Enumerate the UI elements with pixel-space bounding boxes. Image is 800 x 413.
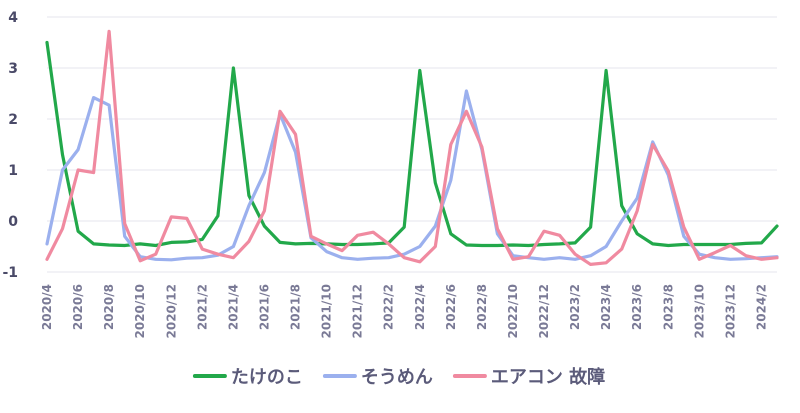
x-tick-label: 2022/4 [413, 284, 427, 330]
x-tick-label: 2021/6 [257, 284, 271, 330]
y-tick-label: -1 [2, 265, 18, 281]
y-tick-label: 4 [8, 10, 18, 26]
x-tick-label: 2020/8 [102, 284, 116, 330]
x-tick-label: 2023/10 [692, 284, 706, 338]
y-tick-label: 0 [8, 214, 18, 230]
legend-label: たけのこ [231, 367, 303, 388]
x-tick-label: 2024/2 [754, 284, 768, 330]
y-tick-label: 3 [8, 61, 18, 77]
x-tick-label: 2023/12 [723, 284, 737, 338]
x-tick-label: 2021/12 [351, 284, 365, 338]
legend-item-1: たけのこ [192, 367, 303, 388]
x-tick-label: 2023/8 [661, 284, 675, 330]
x-tick-label: 2020/10 [133, 284, 147, 338]
x-axis: 2020/4 2020/6 2020/8 2020/10 2020/12 2021/2 20… [40, 284, 768, 338]
x-tick-label: 2020/6 [71, 284, 85, 330]
x-tick-label: 2022/2 [382, 284, 396, 330]
x-tick-label: 2023/4 [599, 284, 613, 330]
x-tick-label: 2021/10 [320, 284, 334, 338]
legend-item-2: そうめん [322, 367, 433, 388]
y-tick-label: 2 [8, 112, 18, 128]
x-tick-label: 2023/6 [630, 284, 644, 330]
legend: たけのこ そうめん エアコン 故障 [192, 366, 605, 388]
x-tick-label: 2021/2 [195, 284, 209, 330]
series-line-3 [45, 29, 779, 266]
legend-label: エアコン 故障 [491, 366, 605, 388]
x-tick-label: 2020/12 [164, 284, 178, 338]
x-tick-label: 2021/4 [226, 284, 240, 330]
x-tick-label: 2020/4 [40, 284, 54, 330]
y-axis: -1 0 1 2 3 4 [2, 10, 18, 281]
x-tick-label: 2022/10 [506, 284, 520, 338]
legend-label: そうめん [361, 367, 433, 388]
series-line-1 [45, 40, 779, 248]
series-layer [45, 29, 779, 266]
x-tick-label: 2023/2 [568, 284, 582, 330]
series-line-2 [45, 89, 779, 262]
x-tick-label: 2022/12 [537, 284, 551, 338]
y-tick-label: 1 [8, 163, 18, 179]
x-tick-label: 2022/6 [444, 284, 458, 330]
x-tick-label: 2022/8 [475, 284, 489, 330]
legend-item-3: エアコン 故障 [452, 366, 605, 388]
x-tick-label: 2021/8 [289, 284, 303, 330]
